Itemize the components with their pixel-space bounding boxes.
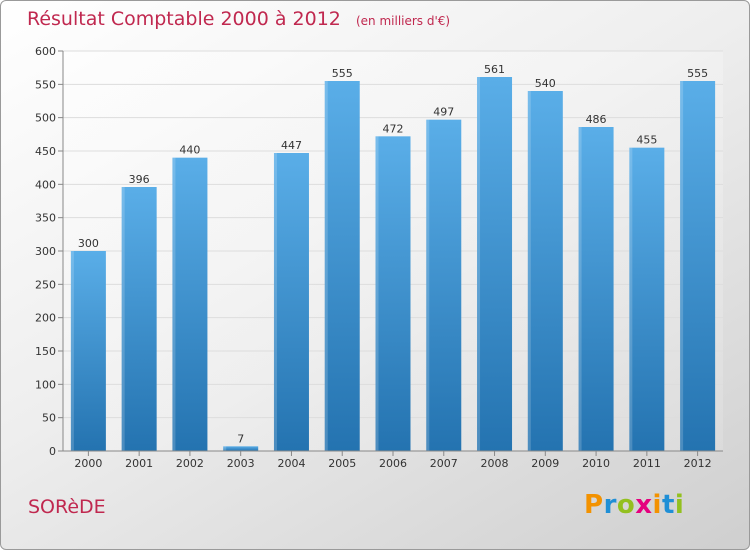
bar <box>223 446 259 451</box>
logo-letter: o <box>616 490 636 520</box>
y-tick-label: 100 <box>35 378 56 391</box>
bar-highlight <box>426 119 430 452</box>
logo-letter: r <box>603 490 617 520</box>
bar <box>680 81 716 451</box>
x-tick-label: 2002 <box>176 457 204 470</box>
bar-highlight <box>629 147 633 451</box>
bar-highlight <box>680 81 684 451</box>
bar-value-label: 472 <box>383 122 404 135</box>
bar-highlight <box>70 251 74 451</box>
bar <box>121 187 157 451</box>
bar <box>324 81 360 451</box>
y-tick-label: 200 <box>35 312 56 325</box>
x-tick-label: 2006 <box>379 457 407 470</box>
bar-value-label: 486 <box>586 113 607 126</box>
proxiti-logo[interactable]: Proxiti <box>584 490 684 520</box>
bar <box>273 153 309 451</box>
bar-value-label: 7 <box>237 432 244 445</box>
bar-value-label: 540 <box>535 77 556 90</box>
bar-highlight <box>273 153 277 451</box>
y-tick-label: 450 <box>35 145 56 158</box>
bar-value-label: 497 <box>433 106 454 119</box>
bar <box>578 127 614 451</box>
y-tick-label: 150 <box>35 345 56 358</box>
x-tick-label: 2003 <box>227 457 255 470</box>
bar <box>527 91 563 451</box>
x-tick-label: 2000 <box>74 457 102 470</box>
y-tick-label: 400 <box>35 178 56 191</box>
x-tick-label: 2011 <box>633 457 661 470</box>
y-tick-label: 0 <box>49 445 56 458</box>
logo-letter: i <box>652 490 662 520</box>
bar-highlight <box>477 77 481 451</box>
bar <box>172 157 208 451</box>
place-name: SORèDE <box>28 496 106 518</box>
x-tick-label: 2012 <box>684 457 712 470</box>
x-tick-label: 2008 <box>481 457 509 470</box>
y-tick-label: 600 <box>35 45 56 58</box>
bar-value-label: 455 <box>636 134 657 147</box>
chart-subtitle: (en milliers d'€) <box>355 14 451 28</box>
title-row: Résultat Comptable 2000 à 2012 (en milli… <box>27 8 450 30</box>
bar-value-label: 555 <box>687 67 708 80</box>
bar <box>70 251 106 451</box>
y-tick-label: 550 <box>35 78 56 91</box>
logo-letter: t <box>661 490 675 520</box>
x-tick-label: 2004 <box>277 457 305 470</box>
y-tick-label: 500 <box>35 112 56 125</box>
bar-value-label: 555 <box>332 67 353 80</box>
y-tick-label: 350 <box>35 212 56 225</box>
bar <box>629 147 665 451</box>
bar <box>477 77 513 451</box>
bar-value-label: 440 <box>179 144 200 157</box>
y-tick-label: 300 <box>35 245 56 258</box>
bar-highlight <box>375 136 379 452</box>
x-tick-label: 2007 <box>430 457 458 470</box>
bar-highlight <box>578 127 582 451</box>
logo-letter: i <box>674 490 685 520</box>
x-tick-label: 2010 <box>582 457 610 470</box>
y-tick-label: 250 <box>35 278 56 291</box>
x-tick-label: 2009 <box>531 457 559 470</box>
bar-value-label: 561 <box>484 63 505 76</box>
logo-letter: x <box>635 490 653 520</box>
logo-letter: P <box>584 490 604 520</box>
y-tick-label: 50 <box>42 412 56 425</box>
bar-highlight <box>527 91 531 451</box>
x-tick-label: 2005 <box>328 457 356 470</box>
bar-value-label: 396 <box>129 173 150 186</box>
bar-highlight <box>223 446 227 451</box>
bar <box>375 136 411 452</box>
bar-value-label: 300 <box>78 237 99 250</box>
bar <box>426 119 462 452</box>
bar-highlight <box>121 187 125 451</box>
x-tick-label: 2001 <box>125 457 153 470</box>
bar-highlight <box>172 157 176 451</box>
bar-value-label: 447 <box>281 139 302 152</box>
bar-highlight <box>324 81 328 451</box>
chart-title: Résultat Comptable 2000 à 2012 <box>27 8 341 30</box>
